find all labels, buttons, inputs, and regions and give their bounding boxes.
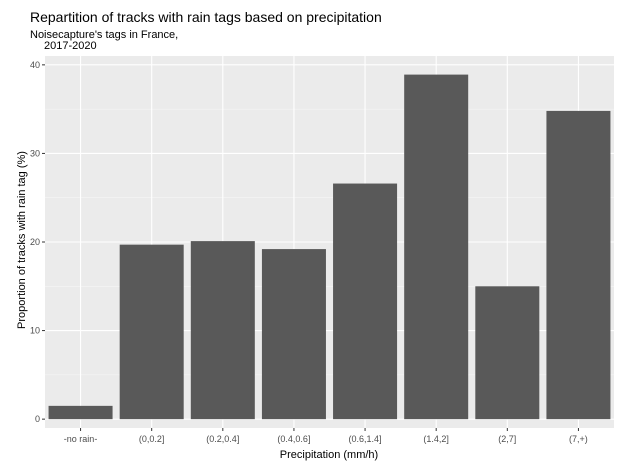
- x-tick-label: (0,0.2]: [139, 434, 165, 444]
- bar: [546, 110, 611, 420]
- y-tick-label: 30: [30, 148, 40, 158]
- bar: [119, 244, 184, 420]
- y-tick-label: 0: [35, 414, 40, 424]
- y-tick-label: 40: [30, 60, 40, 70]
- y-axis: 0 10 20 30 40: [30, 60, 45, 424]
- bar: [261, 249, 326, 420]
- y-tick-label: 20: [30, 237, 40, 247]
- bar: [404, 74, 469, 420]
- x-tick-label: (2,7]: [498, 434, 516, 444]
- bars: [48, 74, 611, 420]
- x-axis-title: Precipitation (mm/h): [280, 449, 378, 461]
- chart-subtitle-line-2: 2017-2020: [44, 40, 97, 52]
- bar: [48, 405, 113, 420]
- x-tick-label: (0.4,0.6]: [277, 434, 310, 444]
- x-tick-label: (7,+): [569, 434, 588, 444]
- bar: [190, 241, 255, 420]
- x-tick-label: (0.2,0.4]: [206, 434, 239, 444]
- x-tick-label: -no rain-: [64, 434, 98, 444]
- chart-subtitle-line-1: Noisecapture's tags in France,: [30, 29, 178, 41]
- bar: [475, 286, 540, 420]
- x-axis: -no rain- (0,0.2] (0.2,0.4] (0.4,0.6] (0.6,1…: [64, 428, 588, 444]
- x-tick-label: (1.4,2]: [423, 434, 449, 444]
- y-tick-label: 10: [30, 326, 40, 336]
- x-tick-label: (0.6,1.4]: [349, 434, 382, 444]
- bar: [333, 183, 398, 420]
- chart-title: Repartition of tracks with rain tags bas…: [30, 9, 382, 25]
- y-axis-title: Proportion of tracks with rain tag (%): [16, 151, 28, 329]
